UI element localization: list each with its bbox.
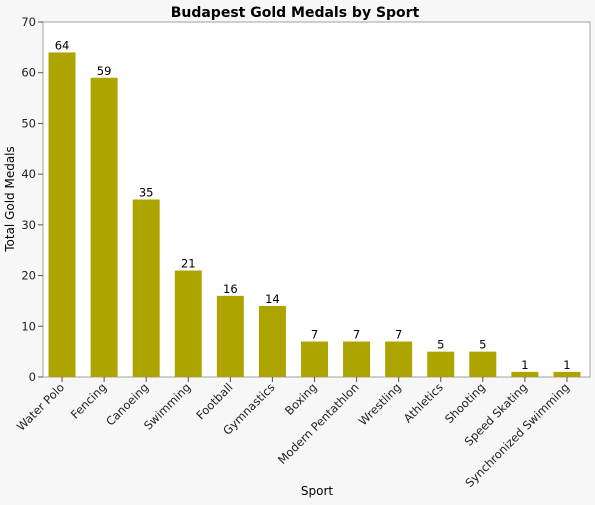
- plot-area: [42, 21, 591, 378]
- data-label: 1: [521, 358, 528, 372]
- data-label: 5: [437, 338, 444, 352]
- y-tick-label: 10: [21, 319, 36, 333]
- bar: [511, 371, 539, 377]
- data-label: 21: [181, 257, 196, 271]
- bar: [343, 341, 371, 377]
- y-tick-label: 50: [21, 116, 36, 130]
- bar: [132, 199, 160, 377]
- data-label: 35: [139, 186, 154, 200]
- bar: [90, 77, 118, 378]
- y-tick-label: 60: [21, 66, 36, 80]
- x-tick-label: Boxing: [282, 380, 320, 418]
- x-tick-label: Wrestling: [356, 380, 404, 428]
- y-tick-label: 70: [21, 15, 36, 29]
- x-tick-label: Modern Pentathlon: [275, 380, 362, 467]
- y-tick-label: 30: [21, 218, 36, 232]
- x-tick-label: Athletics: [401, 380, 446, 425]
- data-label: 5: [479, 338, 486, 352]
- bar: [385, 341, 413, 377]
- chart-title: Budapest Gold Medals by Sport: [171, 5, 420, 21]
- bars-group: 64 59 35 21 16 14 7 7 7 5 5 1 1: [48, 38, 581, 378]
- bar: [301, 341, 328, 377]
- bar: [469, 351, 497, 377]
- bar: [174, 270, 202, 377]
- bar: [258, 306, 286, 377]
- data-label: 14: [265, 292, 280, 306]
- x-tick-label: Football: [193, 380, 235, 422]
- data-label: 59: [97, 64, 112, 78]
- y-axis: 0 10 20 30 40 50 60 70: [21, 15, 43, 384]
- data-label: 7: [353, 328, 360, 342]
- y-tick-label: 40: [21, 167, 36, 181]
- x-tick-label: Water Polo: [14, 380, 67, 433]
- bar: [48, 52, 76, 378]
- data-label: 64: [55, 38, 70, 52]
- bar: [427, 351, 455, 377]
- data-label: 1: [563, 358, 570, 372]
- data-label: 7: [311, 328, 318, 342]
- data-label: 7: [395, 328, 402, 342]
- data-label: 16: [223, 282, 238, 296]
- bar: [216, 295, 244, 377]
- y-axis-title: Total Gold Medals: [3, 146, 17, 253]
- x-axis-title: Sport: [301, 484, 334, 498]
- x-tick-label: Fencing: [68, 380, 109, 421]
- y-tick-label: 0: [29, 370, 36, 384]
- y-tick-label: 20: [21, 269, 36, 283]
- bar: [553, 371, 581, 377]
